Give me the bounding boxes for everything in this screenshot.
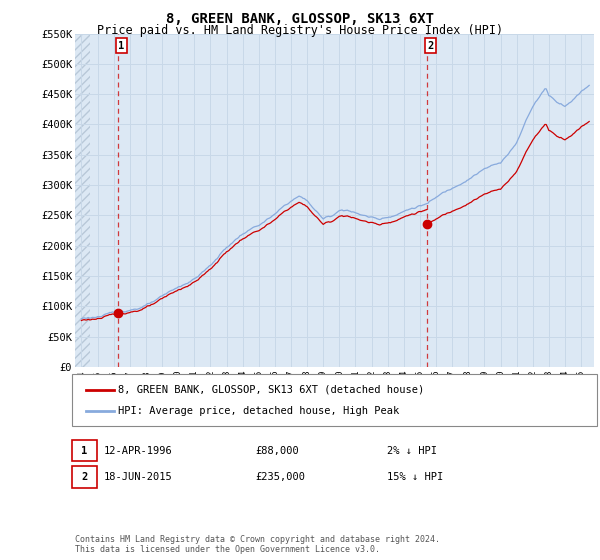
Text: Price paid vs. HM Land Registry's House Price Index (HPI): Price paid vs. HM Land Registry's House … (97, 24, 503, 36)
Text: 2: 2 (82, 472, 88, 482)
Text: 15% ↓ HPI: 15% ↓ HPI (387, 472, 443, 482)
Text: Contains HM Land Registry data © Crown copyright and database right 2024.
This d: Contains HM Land Registry data © Crown c… (75, 535, 440, 554)
Text: 8, GREEN BANK, GLOSSOP, SK13 6XT (detached house): 8, GREEN BANK, GLOSSOP, SK13 6XT (detach… (118, 385, 424, 395)
Text: 18-JUN-2015: 18-JUN-2015 (104, 472, 173, 482)
Bar (75, 34, 89, 367)
Text: 2: 2 (427, 41, 434, 51)
Text: HPI: Average price, detached house, High Peak: HPI: Average price, detached house, High… (118, 406, 400, 416)
Text: 1: 1 (118, 41, 125, 51)
Text: 8, GREEN BANK, GLOSSOP, SK13 6XT: 8, GREEN BANK, GLOSSOP, SK13 6XT (166, 12, 434, 26)
Text: 2% ↓ HPI: 2% ↓ HPI (387, 446, 437, 456)
Text: 12-APR-1996: 12-APR-1996 (104, 446, 173, 456)
Text: £88,000: £88,000 (255, 446, 299, 456)
Text: £235,000: £235,000 (255, 472, 305, 482)
Text: 1: 1 (82, 446, 88, 456)
